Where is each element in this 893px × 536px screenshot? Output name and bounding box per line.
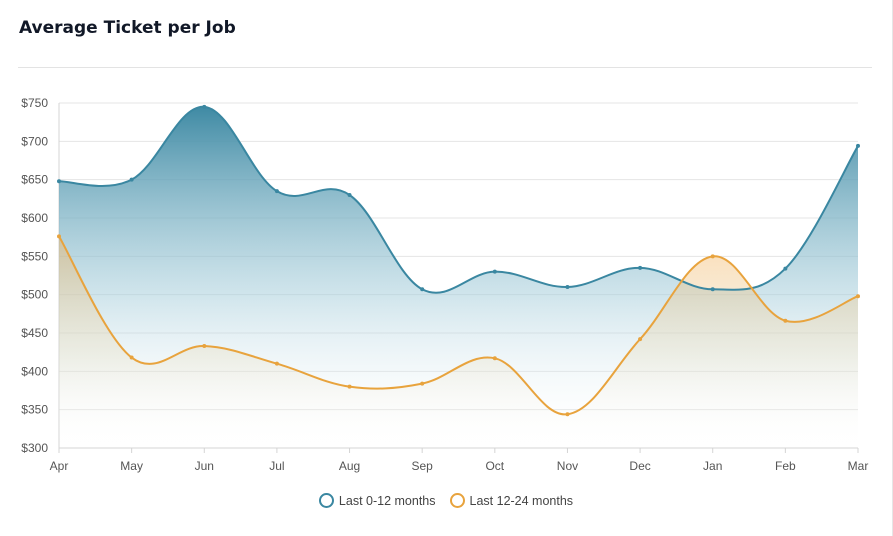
data-point	[492, 356, 497, 361]
data-point	[710, 287, 715, 292]
data-point	[347, 193, 352, 197]
data-point	[710, 254, 715, 259]
area-chart: $300 $350 $400 $450 $500 $550 $600 $650 $700 $750…	[21, 96, 869, 473]
data-point	[638, 265, 643, 270]
data-point	[57, 179, 61, 184]
data-point	[565, 285, 570, 289]
data-point	[274, 189, 279, 194]
data-point	[202, 104, 207, 109]
chart-title: Average Ticket per Job	[19, 18, 236, 38]
series-area-1	[59, 236, 858, 448]
data-point	[856, 294, 860, 299]
title-divider	[18, 67, 872, 68]
x-tick-label: Oct	[485, 459, 504, 473]
x-tick-label: Jun	[195, 459, 214, 473]
y-tick-label: $650	[21, 173, 48, 187]
y-tick-label: $750	[21, 96, 48, 110]
legend-label: Last 12-24 months	[469, 493, 574, 508]
data-point	[565, 412, 570, 417]
chart-legend: Last 0-12 months Last 12-24 months	[0, 493, 892, 508]
data-point	[492, 269, 497, 274]
data-point	[129, 355, 134, 360]
data-point	[129, 177, 134, 182]
data-point	[783, 266, 788, 271]
x-tick-label: Apr	[50, 459, 69, 473]
y-tick-label: $700	[21, 134, 48, 148]
legend-label: Last 0-12 months	[338, 493, 436, 508]
data-point	[274, 361, 279, 366]
y-tick-label: $300	[21, 441, 48, 455]
x-tick-label: Sep	[412, 459, 434, 473]
x-tick-label: Feb	[775, 459, 796, 473]
x-tick-label: Dec	[629, 459, 650, 473]
y-tick-label: $450	[21, 326, 48, 340]
data-point	[420, 287, 425, 292]
data-point	[856, 143, 860, 148]
y-tick-label: $500	[21, 288, 48, 302]
x-tick-label: May	[120, 459, 143, 473]
data-point	[202, 344, 207, 349]
legend-swatch-icon	[318, 493, 334, 508]
data-point	[420, 381, 425, 386]
legend-item[interactable]: Last 0-12 months	[318, 493, 436, 508]
x-tick-label: Jul	[269, 459, 284, 473]
y-tick-label: $400	[21, 364, 48, 378]
legend-item[interactable]: Last 12-24 months	[449, 493, 574, 508]
x-tick-label: Mar	[848, 459, 869, 473]
x-tick-label: Jan	[703, 459, 722, 473]
y-tick-label: $550	[21, 249, 48, 263]
x-tick-label: Nov	[557, 459, 578, 473]
series-line-1	[58, 235, 859, 416]
data-point	[347, 384, 352, 389]
y-tick-label: $350	[21, 403, 48, 417]
x-tick-label: Aug	[339, 459, 360, 473]
data-point	[638, 337, 643, 342]
data-point	[783, 318, 788, 323]
data-point	[57, 234, 61, 239]
legend-swatch-icon	[449, 493, 465, 508]
y-tick-label: $600	[21, 211, 48, 225]
